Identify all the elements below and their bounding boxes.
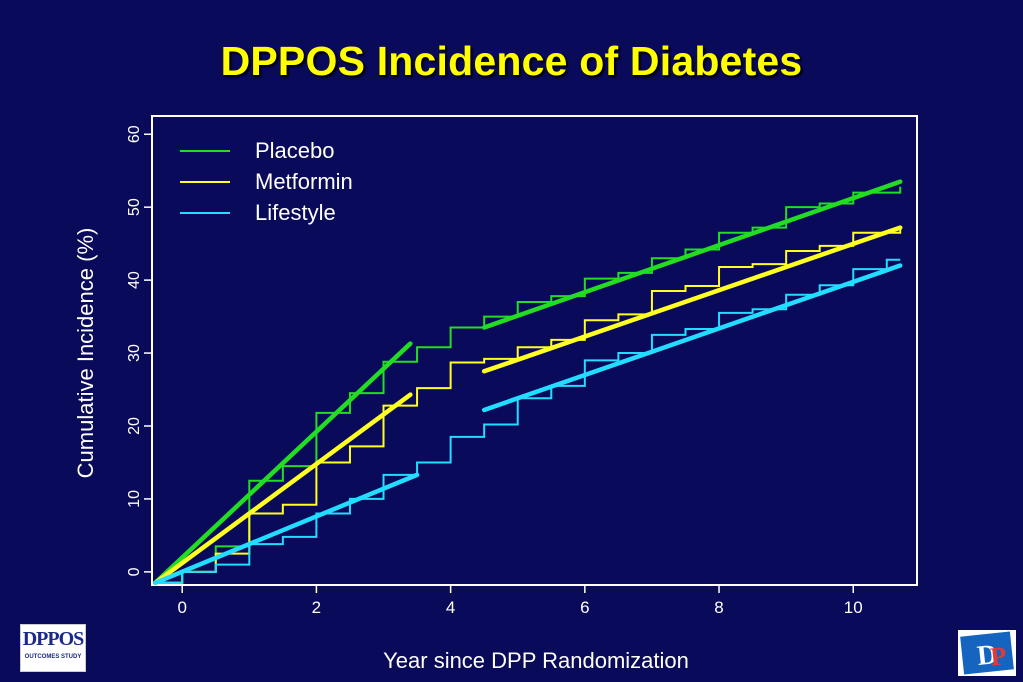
svg-text:P: P xyxy=(989,641,1008,672)
y-axis: 0 10 20 30 40 50 60 xyxy=(126,125,152,576)
y-tick-label: 20 xyxy=(126,417,143,435)
metformin-fit-line-2 xyxy=(481,225,903,374)
plot-area xyxy=(151,115,918,586)
svg-text:D: D xyxy=(976,639,999,672)
y-tick-label: 30 xyxy=(126,344,143,362)
dpp-logo: D P xyxy=(958,630,1016,676)
dppos-logo: DPPOS OUTCOMES STUDY xyxy=(20,624,86,672)
lifestyle-fit-line-2 xyxy=(481,263,903,413)
lifestyle-step-curve xyxy=(155,258,901,584)
series-layer xyxy=(153,179,903,586)
plot-border xyxy=(151,115,918,586)
y-axis-label: Cumulative Incidence (%) xyxy=(73,228,98,479)
metformin-legend-label: Metformin xyxy=(255,169,353,194)
y-tick-label: 50 xyxy=(126,198,143,216)
y-tick-label: 40 xyxy=(126,271,143,289)
placebo-fit-line-1 xyxy=(153,341,413,586)
placebo-step-curve xyxy=(155,186,902,584)
x-tick-label: 4 xyxy=(446,598,455,617)
lifestyle-legend-label: Lifestyle xyxy=(255,200,336,225)
x-tick-label: 2 xyxy=(312,598,321,617)
dppos-logo-subtitle: OUTCOMES STUDY xyxy=(24,654,82,660)
x-tick-label: 0 xyxy=(177,598,186,617)
x-tick-label: 10 xyxy=(844,598,863,617)
y-tick-label: 10 xyxy=(126,490,143,508)
dppos-logo-mark: DPPOS xyxy=(22,628,85,650)
x-tick-label: 8 xyxy=(714,598,723,617)
y-tick-label: 60 xyxy=(126,125,143,143)
x-axis: 0 2 4 6 8 10 xyxy=(177,585,863,617)
y-tick-label: 0 xyxy=(126,567,143,576)
x-tick-label: 6 xyxy=(580,598,589,617)
x-axis-label: Year since DPP Randomization xyxy=(383,648,689,673)
placebo-legend-label: Placebo xyxy=(255,138,335,163)
metformin-step-curve xyxy=(155,229,902,584)
chart-title: DPPOS Incidence of Diabetes xyxy=(220,38,803,84)
placebo-fit-line-2 xyxy=(481,179,903,330)
lifestyle-fit-line-1 xyxy=(153,472,420,586)
metformin-fit-line-1 xyxy=(153,392,413,586)
legend: Placebo Metformin Lifestyle xyxy=(180,138,353,225)
